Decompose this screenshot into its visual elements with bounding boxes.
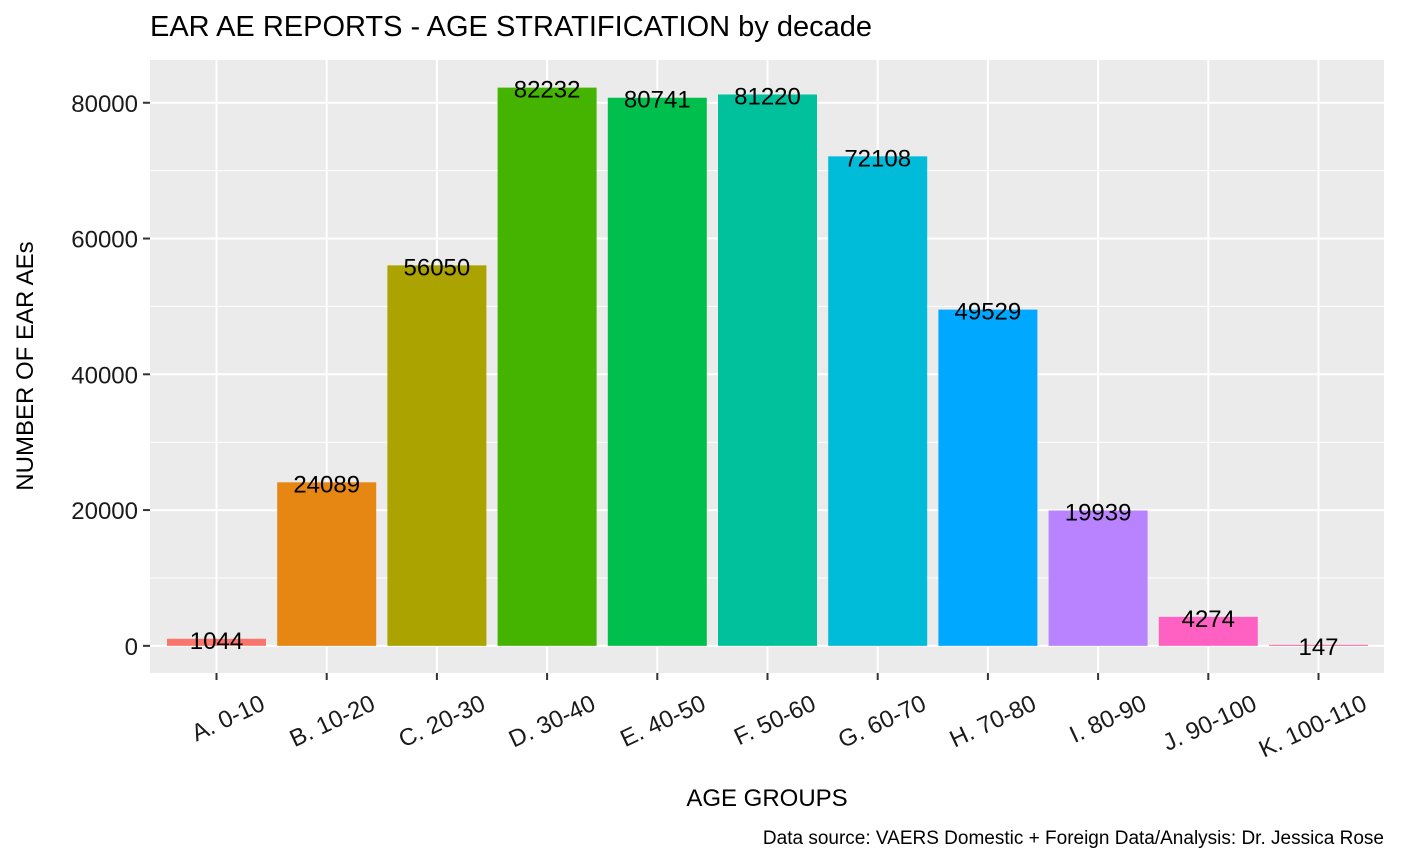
x-axis: A. 0-10 B. 10-20 C. 20-30 D. 30-40 E. 40-50 F…: [187, 673, 1371, 763]
bar: [1269, 644, 1368, 646]
x-tick-label: F. 50-60: [730, 690, 820, 751]
y-axis-title: NUMBER OF EAR AEs: [12, 241, 39, 490]
y-tick-label: 20000: [71, 498, 138, 525]
bars: [167, 87, 1368, 646]
bar-value-label: 56050: [404, 254, 471, 281]
y-axis: 0 20000 40000 60000 80000: [71, 91, 150, 661]
y-tick-label: 40000: [71, 362, 138, 389]
bar: [387, 265, 487, 646]
x-tick-label: K. 100-110: [1255, 690, 1371, 763]
y-tick-label: 0: [125, 634, 138, 661]
x-tick-label: I. 80-90: [1065, 690, 1150, 749]
bar: [1048, 510, 1148, 646]
x-tick-label: E. 40-50: [616, 690, 710, 753]
chart-title: EAR AE REPORTS - AGE STRATIFICATION by d…: [150, 11, 872, 43]
bar-value-label: 19939: [1065, 499, 1132, 526]
x-tick-label: C. 20-30: [395, 690, 490, 753]
bar-value-label: 80741: [624, 87, 691, 114]
bar-value-label: 24089: [293, 471, 360, 498]
chart-caption: Data source: VAERS Domestic + Foreign Da…: [763, 828, 1384, 849]
x-tick-label: A. 0-10: [187, 690, 269, 747]
bar: [607, 97, 707, 646]
bar-value-label: 72108: [844, 145, 911, 172]
y-tick-label: 60000: [71, 227, 138, 254]
bar: [828, 156, 928, 646]
x-axis-title: AGE GROUPS: [686, 785, 847, 812]
x-tick-label: B. 10-20: [286, 690, 380, 753]
bar: [277, 482, 377, 646]
bar: [167, 638, 266, 646]
x-tick-label: J. 90-100: [1159, 690, 1261, 757]
bar-value-label: 4274: [1182, 606, 1235, 633]
bar-value-label: 1044: [190, 628, 243, 655]
x-tick-label: H. 70-80: [946, 690, 1041, 753]
bar-value-label: 81220: [734, 83, 801, 110]
x-tick-label: D. 30-40: [505, 690, 600, 753]
bar: [938, 309, 1038, 646]
bar: [1158, 616, 1258, 646]
bar: [497, 87, 597, 646]
bar-value-labels: 1044 24089 56050 82232 80741 81220 72108 49529 1…: [190, 77, 1339, 661]
bar: [718, 94, 817, 646]
bar-value-label: 82232: [514, 77, 581, 104]
y-tick-label: 80000: [71, 91, 138, 118]
bar-value-label: 49529: [955, 299, 1022, 326]
bar-value-label: 147: [1298, 634, 1338, 661]
x-tick-label: G. 60-70: [834, 690, 930, 754]
